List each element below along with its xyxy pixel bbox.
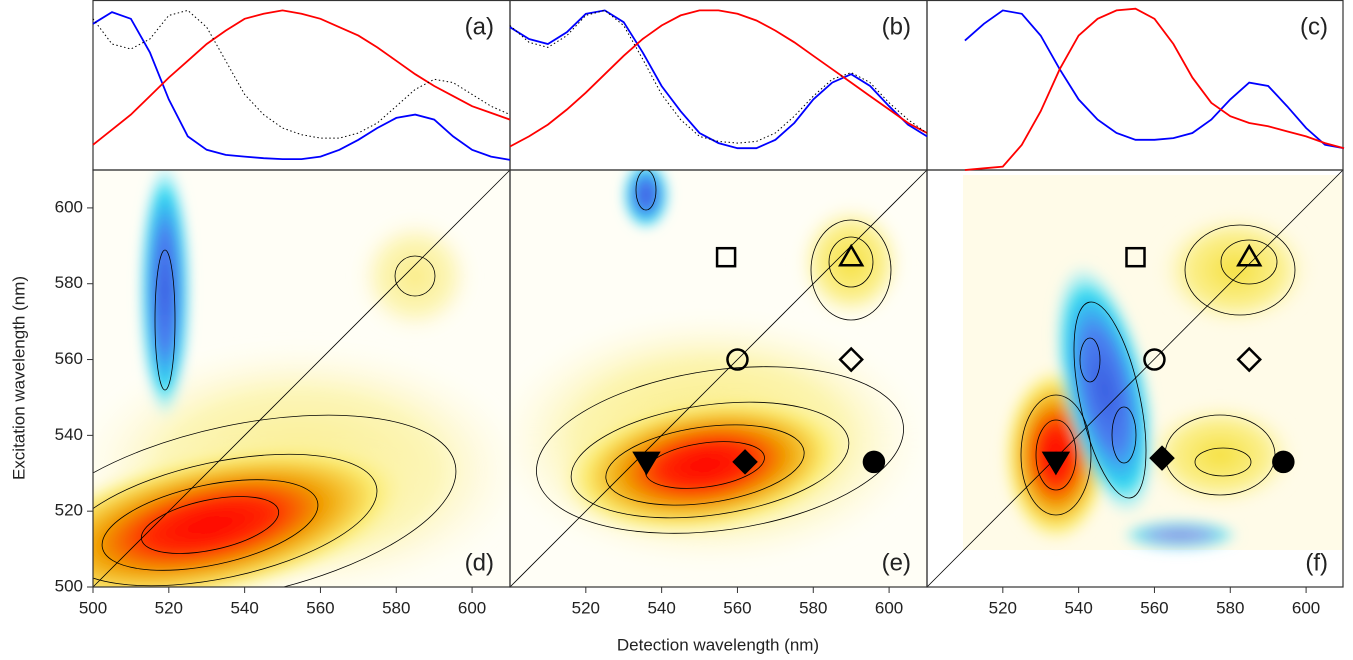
y-axis-label: Excitation wavelength (nm) <box>9 276 28 480</box>
frames <box>92 0 1344 588</box>
x-tick-label: 520 <box>155 598 183 617</box>
y-tick-label: 540 <box>55 425 83 444</box>
x-axis-label: Detection wavelength (nm) <box>617 635 819 654</box>
y-tick-label: 520 <box>55 501 83 520</box>
spectrum-line <box>964 9 1345 150</box>
marker <box>726 348 749 371</box>
marker <box>1272 450 1295 474</box>
spectrum-line <box>92 11 511 161</box>
x-tick-label: 560 <box>1140 598 1168 617</box>
spectrum-line <box>509 9 928 148</box>
y-tick-label: 600 <box>55 197 83 216</box>
x-tick-label: 600 <box>458 598 486 617</box>
panel-label: (a) <box>465 13 494 40</box>
x-tick-label: 540 <box>1064 598 1092 617</box>
x-tick-label: 560 <box>306 598 334 617</box>
panel-label: (e) <box>882 549 911 576</box>
diagonal <box>92 169 1344 588</box>
x-tick-label: 560 <box>723 598 751 617</box>
spectrum-line <box>964 7 1345 171</box>
marker <box>1143 348 1166 371</box>
marker <box>1041 451 1071 476</box>
marker <box>1125 246 1146 268</box>
marker <box>838 346 864 373</box>
marker <box>862 450 886 474</box>
panel-label: (c) <box>1300 13 1328 40</box>
y-tick-label: 500 <box>55 576 83 595</box>
spectrum-line <box>509 9 928 150</box>
marker <box>632 451 661 476</box>
x-tick-label: 600 <box>875 598 903 617</box>
marker <box>732 449 758 475</box>
panel-label: (f) <box>1305 549 1328 576</box>
y-tick-label: 560 <box>55 349 83 368</box>
x-tick-label: 580 <box>1216 598 1244 617</box>
marker <box>1236 346 1262 373</box>
spectrum-line <box>92 9 511 139</box>
x-tick-label: 580 <box>799 598 827 617</box>
marker <box>1149 445 1175 471</box>
spectrum-line <box>509 9 928 144</box>
spectrum-line <box>92 9 511 146</box>
x-tick-label: 500 <box>79 598 107 617</box>
marker <box>1236 243 1263 267</box>
x-tick-label: 600 <box>1292 598 1320 617</box>
marker <box>715 246 737 268</box>
x-tick-label: 540 <box>647 598 675 617</box>
x-tick-label: 580 <box>382 598 410 617</box>
marker <box>838 243 865 267</box>
panel-label: (d) <box>465 549 494 576</box>
panel-label: (b) <box>882 13 911 40</box>
x-tick-label: 520 <box>989 598 1017 617</box>
x-tick-label: 540 <box>230 598 258 617</box>
y-tick-label: 580 <box>55 273 83 292</box>
x-tick-label: 520 <box>572 598 600 617</box>
map-background <box>510 170 927 587</box>
map-background <box>93 170 510 587</box>
